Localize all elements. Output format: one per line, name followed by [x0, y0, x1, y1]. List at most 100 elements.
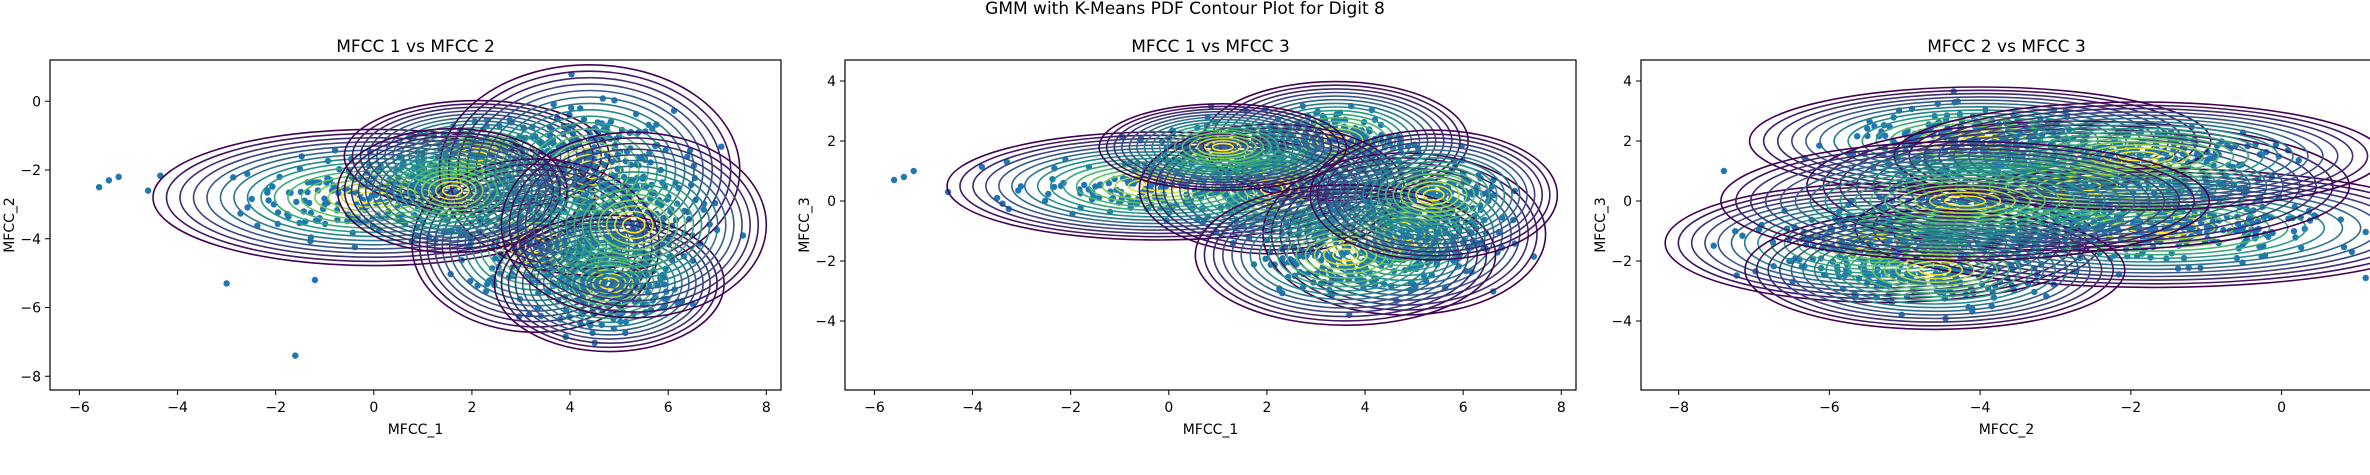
data-point	[978, 163, 986, 171]
data-point	[269, 183, 276, 190]
contour-line	[1138, 123, 1406, 255]
contour-line	[597, 199, 670, 251]
data-point	[488, 265, 496, 272]
data-point	[685, 215, 693, 223]
data-point	[626, 289, 633, 296]
contour-line	[1757, 208, 2008, 278]
figure-suptitle: GMM with K-Means PDF Contour Plot for Di…	[985, 0, 1385, 19]
contour-line	[1839, 169, 2091, 233]
data-point	[607, 118, 615, 125]
x-tick-label: 2	[467, 400, 476, 416]
data-point	[2290, 228, 2298, 235]
contour-line	[500, 218, 718, 349]
data-point	[321, 195, 328, 202]
contour-line	[1918, 264, 1952, 276]
contour-line	[1128, 113, 1317, 181]
contour-line	[2012, 127, 2264, 185]
data-point	[646, 149, 653, 157]
contour-line	[573, 182, 695, 268]
contour-line	[2057, 137, 2220, 175]
contour-line	[2087, 144, 2190, 168]
contour-line	[1203, 188, 1488, 322]
contour-line	[375, 113, 578, 200]
data-point	[1049, 176, 1056, 183]
y-tick-label: −6	[20, 301, 41, 317]
x-tick-label: 4	[1361, 400, 1370, 416]
data-point	[2362, 274, 2369, 282]
subplot-title: MFCC 2 vs MFCC 3	[1927, 37, 2086, 57]
contour-line	[1906, 260, 1964, 280]
contour-line	[1422, 188, 1445, 202]
contour-line	[1173, 129, 1272, 165]
contour-line	[413, 169, 491, 212]
contour-line	[1928, 191, 2002, 211]
data-point	[248, 195, 255, 203]
x-tick-label: −2	[1060, 400, 1081, 416]
data-point	[1344, 248, 1351, 256]
subplot-title: MFCC 1 vs MFCC 2	[336, 37, 495, 57]
x-tick-label: 4	[566, 400, 575, 416]
x-tick-label: 2	[1262, 400, 1271, 416]
y-tick-label: −4	[815, 314, 836, 330]
contour-line	[549, 165, 719, 285]
plot-area	[890, 80, 1559, 326]
contour-line	[341, 186, 407, 209]
contour-line	[1158, 124, 1287, 170]
contour-line	[1392, 173, 1476, 218]
axes-frame	[49, 59, 782, 391]
contour-line	[434, 180, 470, 201]
contour-line	[1415, 184, 1453, 206]
contour-line	[1347, 149, 1521, 241]
data-point-outlier	[910, 167, 917, 175]
contour-line	[371, 146, 533, 235]
data-point	[1081, 181, 1088, 189]
y-tick-label: 2	[1623, 134, 1632, 150]
plot-area	[95, 64, 768, 359]
data-point	[569, 130, 577, 137]
data-point-outlier	[105, 177, 113, 184]
data-point-outlier	[900, 173, 908, 181]
y-tick-label: 0	[32, 94, 41, 110]
data-point	[1295, 252, 1303, 260]
data-point	[265, 197, 272, 204]
contour-line	[1802, 227, 2068, 313]
data-point	[274, 209, 282, 216]
contour-line	[1399, 176, 1468, 214]
contour-line	[556, 252, 662, 315]
contour-line	[433, 174, 638, 318]
contour-line	[589, 193, 679, 257]
y-tick-label: −2	[1611, 254, 1632, 270]
data-point-outlier	[115, 173, 122, 181]
data-point	[306, 199, 313, 207]
pdf-contours	[152, 64, 768, 353]
axes-frame	[844, 59, 1577, 391]
contour-line	[1369, 161, 1498, 229]
contour-line	[1755, 213, 2115, 327]
data-point	[2295, 157, 2302, 164]
x-tick-label: −6	[864, 400, 885, 416]
contour-line	[1848, 242, 2022, 298]
y-tick-label: 4	[1623, 74, 1632, 90]
data-point	[1015, 187, 1022, 194]
contour-line	[1735, 144, 2196, 258]
x-tick-label: 0	[2277, 400, 2286, 416]
y-tick-label: 2	[827, 134, 836, 150]
contour-line	[1313, 181, 1495, 287]
contour-line	[420, 173, 484, 208]
contour-line	[1943, 195, 1987, 207]
contour-line	[565, 176, 703, 274]
contour-line	[535, 239, 683, 328]
contour-line	[502, 109, 677, 232]
data-point	[1092, 183, 1099, 190]
contour-line	[581, 188, 687, 262]
data-point	[349, 229, 356, 236]
x-tick-label: −4	[1970, 400, 1991, 416]
contour-line	[1809, 162, 2121, 240]
contour-line	[464, 195, 608, 297]
data-point	[1089, 189, 1096, 196]
contour-line	[1720, 140, 2211, 262]
x-axis: −8 −6 −4 −2 0	[1668, 390, 2286, 416]
